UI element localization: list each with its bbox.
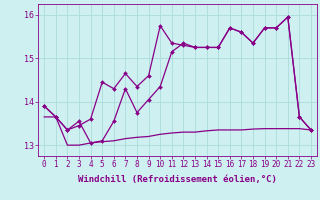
X-axis label: Windchill (Refroidissement éolien,°C): Windchill (Refroidissement éolien,°C): [78, 175, 277, 184]
